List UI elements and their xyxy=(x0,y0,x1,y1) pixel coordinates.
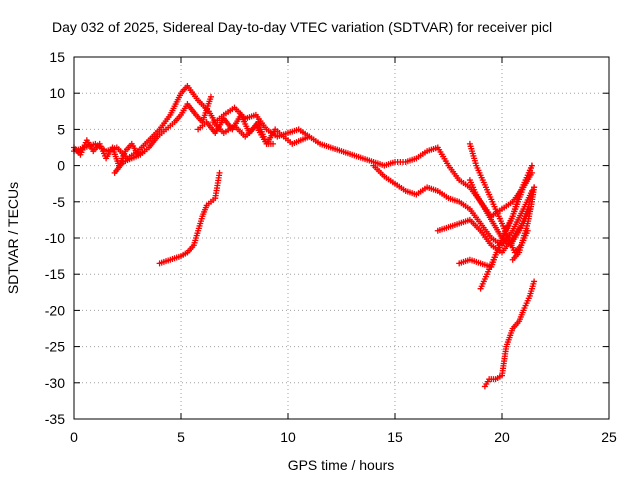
chart-background xyxy=(0,0,640,480)
x-tick-label: 10 xyxy=(280,429,296,445)
x-tick-label: 5 xyxy=(177,429,185,445)
y-tick-label: -10 xyxy=(45,230,65,246)
y-tick-label: 10 xyxy=(49,85,65,101)
y-tick-label: -20 xyxy=(45,302,65,318)
chart: Day 032 of 2025, Sidereal Day-to-day VTE… xyxy=(0,0,640,480)
y-tick-label: -30 xyxy=(45,375,65,391)
x-tick-label: 0 xyxy=(70,429,78,445)
x-tick-label: 20 xyxy=(494,429,510,445)
y-tick-label: -15 xyxy=(45,266,65,282)
y-tick-label: -25 xyxy=(45,339,65,355)
y-axis-label: SDTVAR / TECUs xyxy=(5,182,21,294)
y-tick-label: 15 xyxy=(49,49,65,65)
x-tick-label: 15 xyxy=(387,429,403,445)
y-tick-label: 5 xyxy=(57,121,65,137)
chart-title: Day 032 of 2025, Sidereal Day-to-day VTE… xyxy=(52,19,552,35)
x-axis-label: GPS time / hours xyxy=(288,457,395,473)
x-tick-label: 25 xyxy=(601,429,617,445)
y-tick-label: -35 xyxy=(45,411,65,427)
y-tick-label: -5 xyxy=(53,194,66,210)
y-tick-label: 0 xyxy=(57,158,65,174)
